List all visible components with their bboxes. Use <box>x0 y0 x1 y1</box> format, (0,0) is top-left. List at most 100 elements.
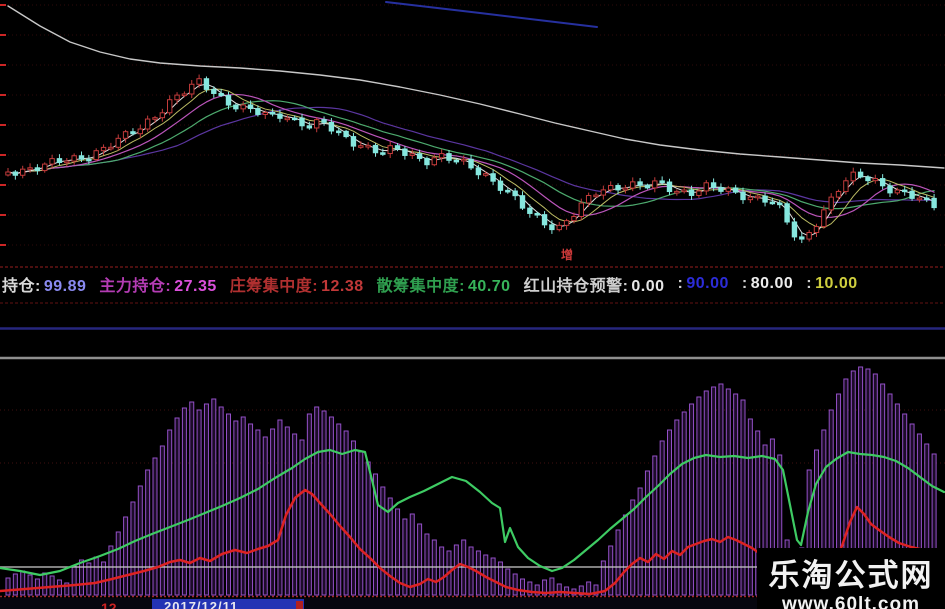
volume-bar <box>645 471 649 595</box>
candle-down <box>800 237 804 239</box>
candle-down <box>329 122 333 131</box>
candle-down <box>476 168 480 175</box>
indicator-item-7: :10.00 <box>806 275 857 293</box>
candle-up <box>623 188 627 190</box>
candle-down <box>381 153 385 155</box>
volume-bar <box>146 470 150 595</box>
volume-bar <box>454 545 458 595</box>
indicator-value: 99.89 <box>44 278 87 295</box>
indicator-item-4: 红山持仓预警:0.00 <box>524 272 665 296</box>
candle-up <box>175 95 179 100</box>
volume-bar <box>565 587 569 595</box>
candle-down <box>498 181 502 190</box>
volume-bar <box>668 430 672 595</box>
candle-down <box>337 131 341 133</box>
candle-down <box>403 149 407 155</box>
watermark-url: www.60lt.com <box>757 594 945 609</box>
candle-down <box>491 174 495 181</box>
candle-up <box>285 118 289 120</box>
indicator-value: 0.00 <box>631 278 664 295</box>
candle-down <box>903 190 907 192</box>
candle-down <box>278 114 282 118</box>
candle-up <box>829 197 833 210</box>
blue-ma-line <box>386 2 597 27</box>
candle-down <box>638 182 642 185</box>
volume-bar <box>623 515 627 595</box>
indicator-label: 主力持仓: <box>99 278 171 295</box>
candle-down <box>645 185 649 188</box>
indicator-item-0: 持仓:99.89 <box>2 272 86 296</box>
volume-bar <box>278 420 282 595</box>
volume-bar <box>660 441 664 595</box>
candle-down <box>270 112 274 114</box>
indicator-value: 80.00 <box>751 275 794 292</box>
candle-down <box>719 187 723 191</box>
volume-bar <box>13 574 17 595</box>
candle-up <box>564 221 568 226</box>
candle-down <box>910 191 914 198</box>
volume-bar <box>631 500 635 595</box>
candle-up <box>807 233 811 240</box>
candle-up <box>748 197 752 199</box>
candle-down <box>763 196 767 202</box>
candle-down <box>373 145 377 152</box>
indicator-item-2: 庄筹集中度:12.38 <box>230 272 364 296</box>
candle-down <box>300 118 304 126</box>
stock-chart-app: 持仓:99.89主力持仓:27.35庄筹集中度:12.38散筹集中度:40.70… <box>0 0 945 609</box>
volume-bar <box>337 424 341 595</box>
volume-bar <box>293 434 297 595</box>
volume-bar <box>704 391 708 595</box>
volume-bar <box>329 417 333 595</box>
price-axis-tick <box>0 184 6 186</box>
candle-up <box>756 196 760 198</box>
candle-up <box>182 94 186 96</box>
volume-bar <box>469 547 473 595</box>
volume-bar <box>94 557 98 595</box>
volume-bar <box>697 397 701 595</box>
candle-up <box>28 168 32 170</box>
candle-down <box>79 156 83 159</box>
volume-bar <box>513 574 517 595</box>
watermark-title: 乐淘公式网 <box>757 550 945 595</box>
volume-bar <box>521 579 525 595</box>
candle-up <box>586 195 590 203</box>
candle-down <box>395 146 399 149</box>
indicator-value: 90.00 <box>686 275 729 292</box>
candle-down <box>925 198 929 200</box>
volume-bar <box>80 560 84 595</box>
indicator-label: : <box>678 275 684 292</box>
candle-up <box>572 217 576 221</box>
candle-up <box>101 147 105 150</box>
candle-up <box>116 138 120 147</box>
volume-bar <box>425 534 429 595</box>
candle-up <box>432 158 436 165</box>
candle-up <box>388 146 392 154</box>
candle-down <box>667 182 671 192</box>
indicator-item-5: :90.00 <box>678 275 729 293</box>
indicator-item-6: :80.00 <box>742 275 793 293</box>
candle-down <box>542 215 546 225</box>
long-ma-line <box>8 6 944 168</box>
indicator-label: 散筹集中度: <box>377 278 465 295</box>
candle-down <box>351 137 355 147</box>
volume-bar <box>366 462 370 595</box>
volume-bar <box>116 532 120 595</box>
candle-up <box>190 84 194 94</box>
candle-up <box>94 151 98 160</box>
volume-bar <box>271 429 275 595</box>
candle-up <box>439 154 443 158</box>
candle-up <box>109 147 113 149</box>
volume-bar <box>168 430 172 595</box>
candle-up <box>557 225 561 229</box>
axis-tick-marker <box>296 601 303 609</box>
candle-down <box>87 159 91 161</box>
candle-up <box>263 112 267 114</box>
candle-up <box>631 182 635 188</box>
volume-bar <box>506 569 510 595</box>
volume-bar <box>249 424 253 595</box>
candle-down <box>256 109 260 115</box>
candle-up <box>579 203 583 216</box>
candle-up <box>836 191 840 197</box>
chart-area[interactable] <box>0 0 945 609</box>
price-axis-tick <box>0 124 6 126</box>
